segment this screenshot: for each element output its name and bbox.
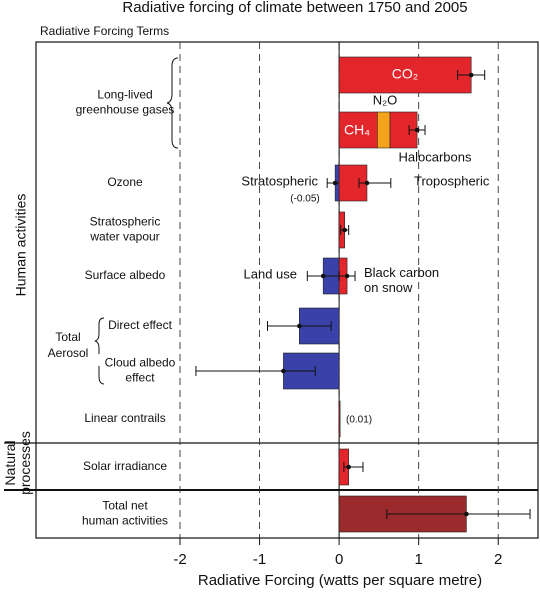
x-tick-label: 2 <box>494 551 502 568</box>
label: Natural <box>2 440 18 485</box>
error-point <box>414 127 420 133</box>
label: CO₂ <box>392 66 418 82</box>
label: Land use <box>244 266 298 281</box>
error-point <box>342 227 347 233</box>
x-axis-label: Radiative Forcing (watts per square metr… <box>198 572 482 589</box>
bar <box>376 111 391 149</box>
error-point <box>344 273 350 279</box>
label: Stratospheric <box>241 173 318 188</box>
label: Human activities <box>13 194 29 297</box>
bar <box>338 400 341 438</box>
label: Long-lived <box>97 88 152 102</box>
label: CH₄ <box>344 122 370 138</box>
plot-frame <box>35 41 539 539</box>
label: Tropospheric <box>414 173 490 188</box>
label: Aerosol <box>48 346 89 360</box>
label: Total net <box>102 499 148 513</box>
label: Ozone <box>107 175 143 189</box>
x-tick-label: 0 <box>335 551 343 568</box>
label: Surface albedo <box>85 268 166 282</box>
error-point <box>346 464 351 470</box>
label: Halocarbons <box>399 149 472 164</box>
error-point <box>464 511 469 517</box>
brace <box>94 317 105 354</box>
label: Direct effect <box>108 318 172 332</box>
error-point <box>320 273 326 279</box>
chart-title: Radiative forcing of climate between 175… <box>122 0 467 16</box>
error-point <box>281 368 286 374</box>
x-tick-label: -1 <box>253 551 266 568</box>
label: processes <box>17 431 33 495</box>
bar <box>338 56 472 94</box>
x-tick-label: 1 <box>414 551 422 568</box>
label: effect <box>125 371 155 385</box>
label: Cloud albedo <box>105 356 176 370</box>
label: human activities <box>82 514 168 528</box>
value-label: (-0.05) <box>290 194 319 205</box>
error-point <box>332 180 338 186</box>
label: water vapour <box>89 230 159 244</box>
error-point <box>297 323 302 329</box>
label: greenhouse gases <box>76 103 175 117</box>
label: N₂O <box>373 92 398 107</box>
brace <box>98 366 105 385</box>
brace <box>166 57 179 149</box>
label: Black carbon <box>364 265 439 280</box>
label: Total <box>55 330 80 344</box>
label: Stratospheric <box>90 215 161 229</box>
label: on snow <box>364 280 413 295</box>
chart-subtitle: Radiative Forcing Terms <box>40 24 169 38</box>
x-tick-label: -2 <box>173 551 186 568</box>
label: Solar irradiance <box>83 459 167 473</box>
error-point <box>468 72 474 78</box>
value-label: (0.01) <box>346 415 372 426</box>
label: Linear contrails <box>84 411 165 425</box>
error-point <box>364 180 370 186</box>
